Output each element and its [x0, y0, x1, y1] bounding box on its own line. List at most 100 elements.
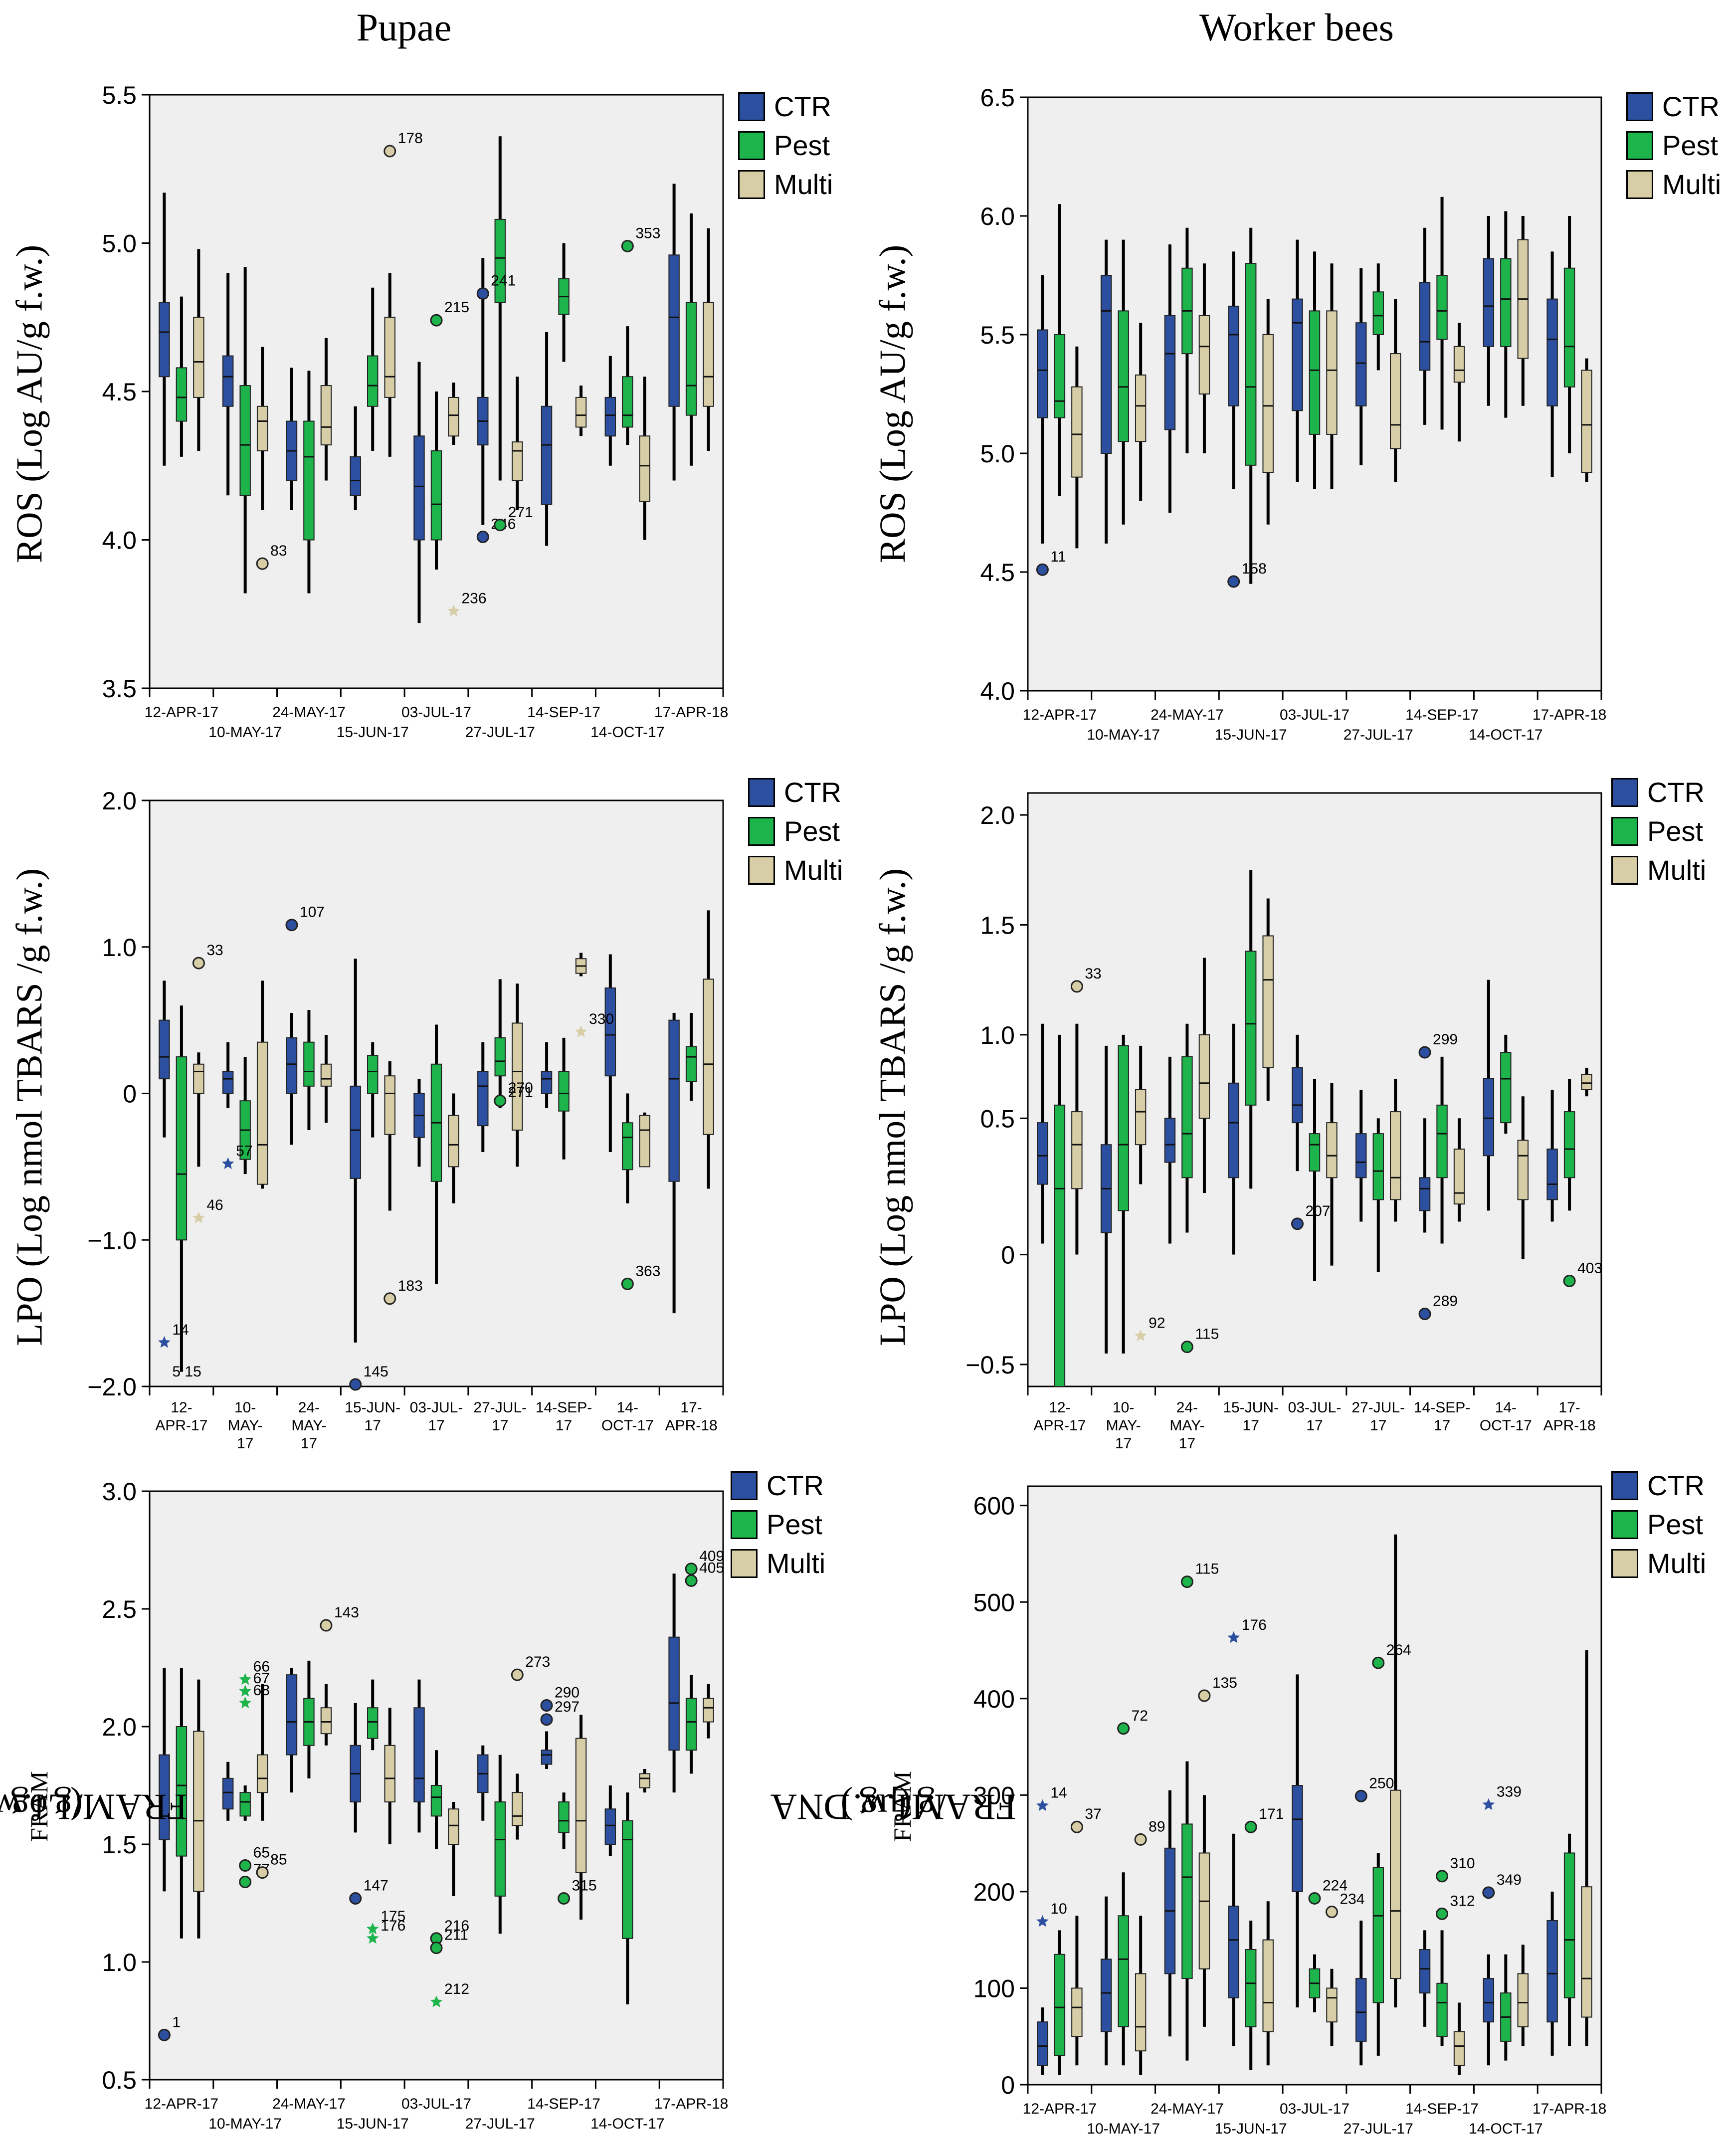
- outlier-label: 207: [1306, 1203, 1331, 1219]
- outlier-marker: [1372, 1656, 1385, 1669]
- box-pest: [1181, 1823, 1193, 1979]
- outlier-marker: [1418, 1046, 1431, 1059]
- x-tick-label: 27-JUL-17: [1343, 2121, 1413, 2137]
- box-pest: [685, 1698, 697, 1751]
- box-pest: [1563, 267, 1575, 388]
- outlier-marker: [1070, 1820, 1083, 1833]
- outlier-label: 115: [1195, 1326, 1219, 1343]
- x-tick-label: 17: [1434, 1417, 1450, 1434]
- x-tick-label: 10-MAY-17: [1087, 2121, 1160, 2137]
- box-ctr: [1483, 1078, 1495, 1157]
- y-tick-label: 6.0: [980, 202, 1015, 230]
- box-ctr: [1419, 1949, 1431, 1994]
- outlier-marker: [1436, 1870, 1449, 1883]
- box-pest: [558, 1071, 570, 1112]
- x-tick-label: 17: [237, 1435, 253, 1452]
- box-pest: [1245, 951, 1257, 1106]
- box-multi: [1071, 386, 1083, 478]
- legend-label: Pest: [1647, 1509, 1704, 1540]
- x-tick-label: 27-JUL-: [473, 1399, 527, 1416]
- legend-label: Pest: [1647, 815, 1704, 847]
- legend-swatch: [748, 817, 775, 846]
- outlier-label: 250: [1369, 1775, 1394, 1791]
- box-pest: [1563, 1111, 1575, 1178]
- box-multi: [384, 317, 395, 398]
- box-multi: [1198, 1034, 1210, 1119]
- box-ctr: [159, 1019, 170, 1080]
- outlier-marker: [558, 1892, 571, 1905]
- box-multi: [639, 435, 651, 502]
- y-tick-label: 5.0: [980, 440, 1015, 468]
- outlier-label: 145: [364, 1364, 388, 1380]
- box-multi: [1453, 346, 1465, 383]
- outlier-marker: [384, 1292, 396, 1305]
- legend-label: Pest: [774, 130, 830, 161]
- y-tick-label: −0.5: [965, 1351, 1015, 1379]
- outlier-marker: [575, 1025, 587, 1037]
- x-tick-label: 17-APR-18: [1533, 2101, 1606, 2117]
- outlier-label: 271: [508, 1084, 533, 1101]
- y-axis-label: LPO (Log nmol TBARS /g f.w.): [9, 868, 50, 1346]
- box-ctr: [668, 1636, 680, 1751]
- box-multi: [193, 1063, 204, 1094]
- box-ctr: [541, 405, 553, 505]
- box-ctr: [541, 1071, 553, 1094]
- box-ctr: [413, 435, 425, 541]
- outlier-label: 216: [444, 1918, 469, 1934]
- box-ctr: [159, 302, 170, 378]
- x-tick-label: APR-17: [155, 1417, 207, 1434]
- x-tick-label: 03-JUL-: [410, 1399, 463, 1416]
- box-multi: [1390, 1111, 1401, 1200]
- box-pest: [176, 367, 188, 422]
- x-tick-label: 24-MAY-17: [1151, 2101, 1224, 2117]
- x-tick-label: 12-APR-17: [145, 704, 218, 721]
- x-tick-label: 24-MAY-17: [1151, 707, 1224, 723]
- box-multi: [575, 396, 587, 428]
- outlier-label: 178: [398, 130, 423, 147]
- box-multi: [320, 385, 332, 446]
- box-ctr: [1100, 1959, 1112, 2032]
- box-pest: [430, 450, 442, 541]
- box-ctr: [1292, 298, 1303, 411]
- legend-label: CTR: [1662, 91, 1720, 122]
- outlier-marker: [239, 1696, 251, 1709]
- y-tick-label: −2.0: [87, 1373, 137, 1401]
- y-tick-label: 3.5: [102, 675, 137, 703]
- box-pest: [1054, 1954, 1066, 2056]
- outlier-marker: [1291, 1217, 1304, 1230]
- legend-label: Multi: [767, 1548, 826, 1579]
- box-ctr: [477, 1071, 489, 1127]
- box-pest: [494, 1801, 506, 1897]
- outlier-marker: [1180, 1341, 1193, 1354]
- x-tick-label: 14-SEP-: [1414, 1399, 1470, 1416]
- x-tick-label: 14-SEP-17: [1405, 707, 1479, 723]
- chart-svg: 3.5 4.0 4.5 5.0 5.5 12-APR-17 10-MAY-17 24-MAY-…: [102, 81, 728, 741]
- box-ctr: [286, 1037, 298, 1094]
- legend-label: Multi: [784, 854, 843, 886]
- y-tick-label: 1.5: [102, 1831, 137, 1859]
- outlier-marker: [540, 1699, 553, 1712]
- outlier-label: 72: [1132, 1708, 1148, 1724]
- outlier-marker: [430, 1942, 443, 1955]
- y-tick-label: 0: [1001, 1241, 1015, 1269]
- outlier-label: 409: [699, 1548, 724, 1565]
- box-pest: [430, 1785, 442, 1817]
- outlier-marker: [1244, 1820, 1257, 1833]
- box-pest: [1500, 1052, 1512, 1124]
- outlier-label: 405: [699, 1560, 724, 1576]
- legend-label: Multi: [1647, 1548, 1707, 1579]
- box-multi: [1262, 334, 1274, 473]
- box-ctr: [350, 1085, 361, 1179]
- box-ctr: [1546, 298, 1558, 406]
- outlier-label: 212: [444, 1981, 469, 1997]
- outlier-marker: [511, 1668, 524, 1681]
- box-multi: [1581, 1074, 1592, 1090]
- box-ctr: [1292, 1785, 1303, 1892]
- box-pest: [1309, 1133, 1321, 1172]
- legend-swatch: [738, 92, 765, 121]
- box-ctr: [1228, 1082, 1239, 1178]
- outlier-label: 171: [1259, 1806, 1284, 1822]
- outlier-label: 236: [462, 590, 487, 606]
